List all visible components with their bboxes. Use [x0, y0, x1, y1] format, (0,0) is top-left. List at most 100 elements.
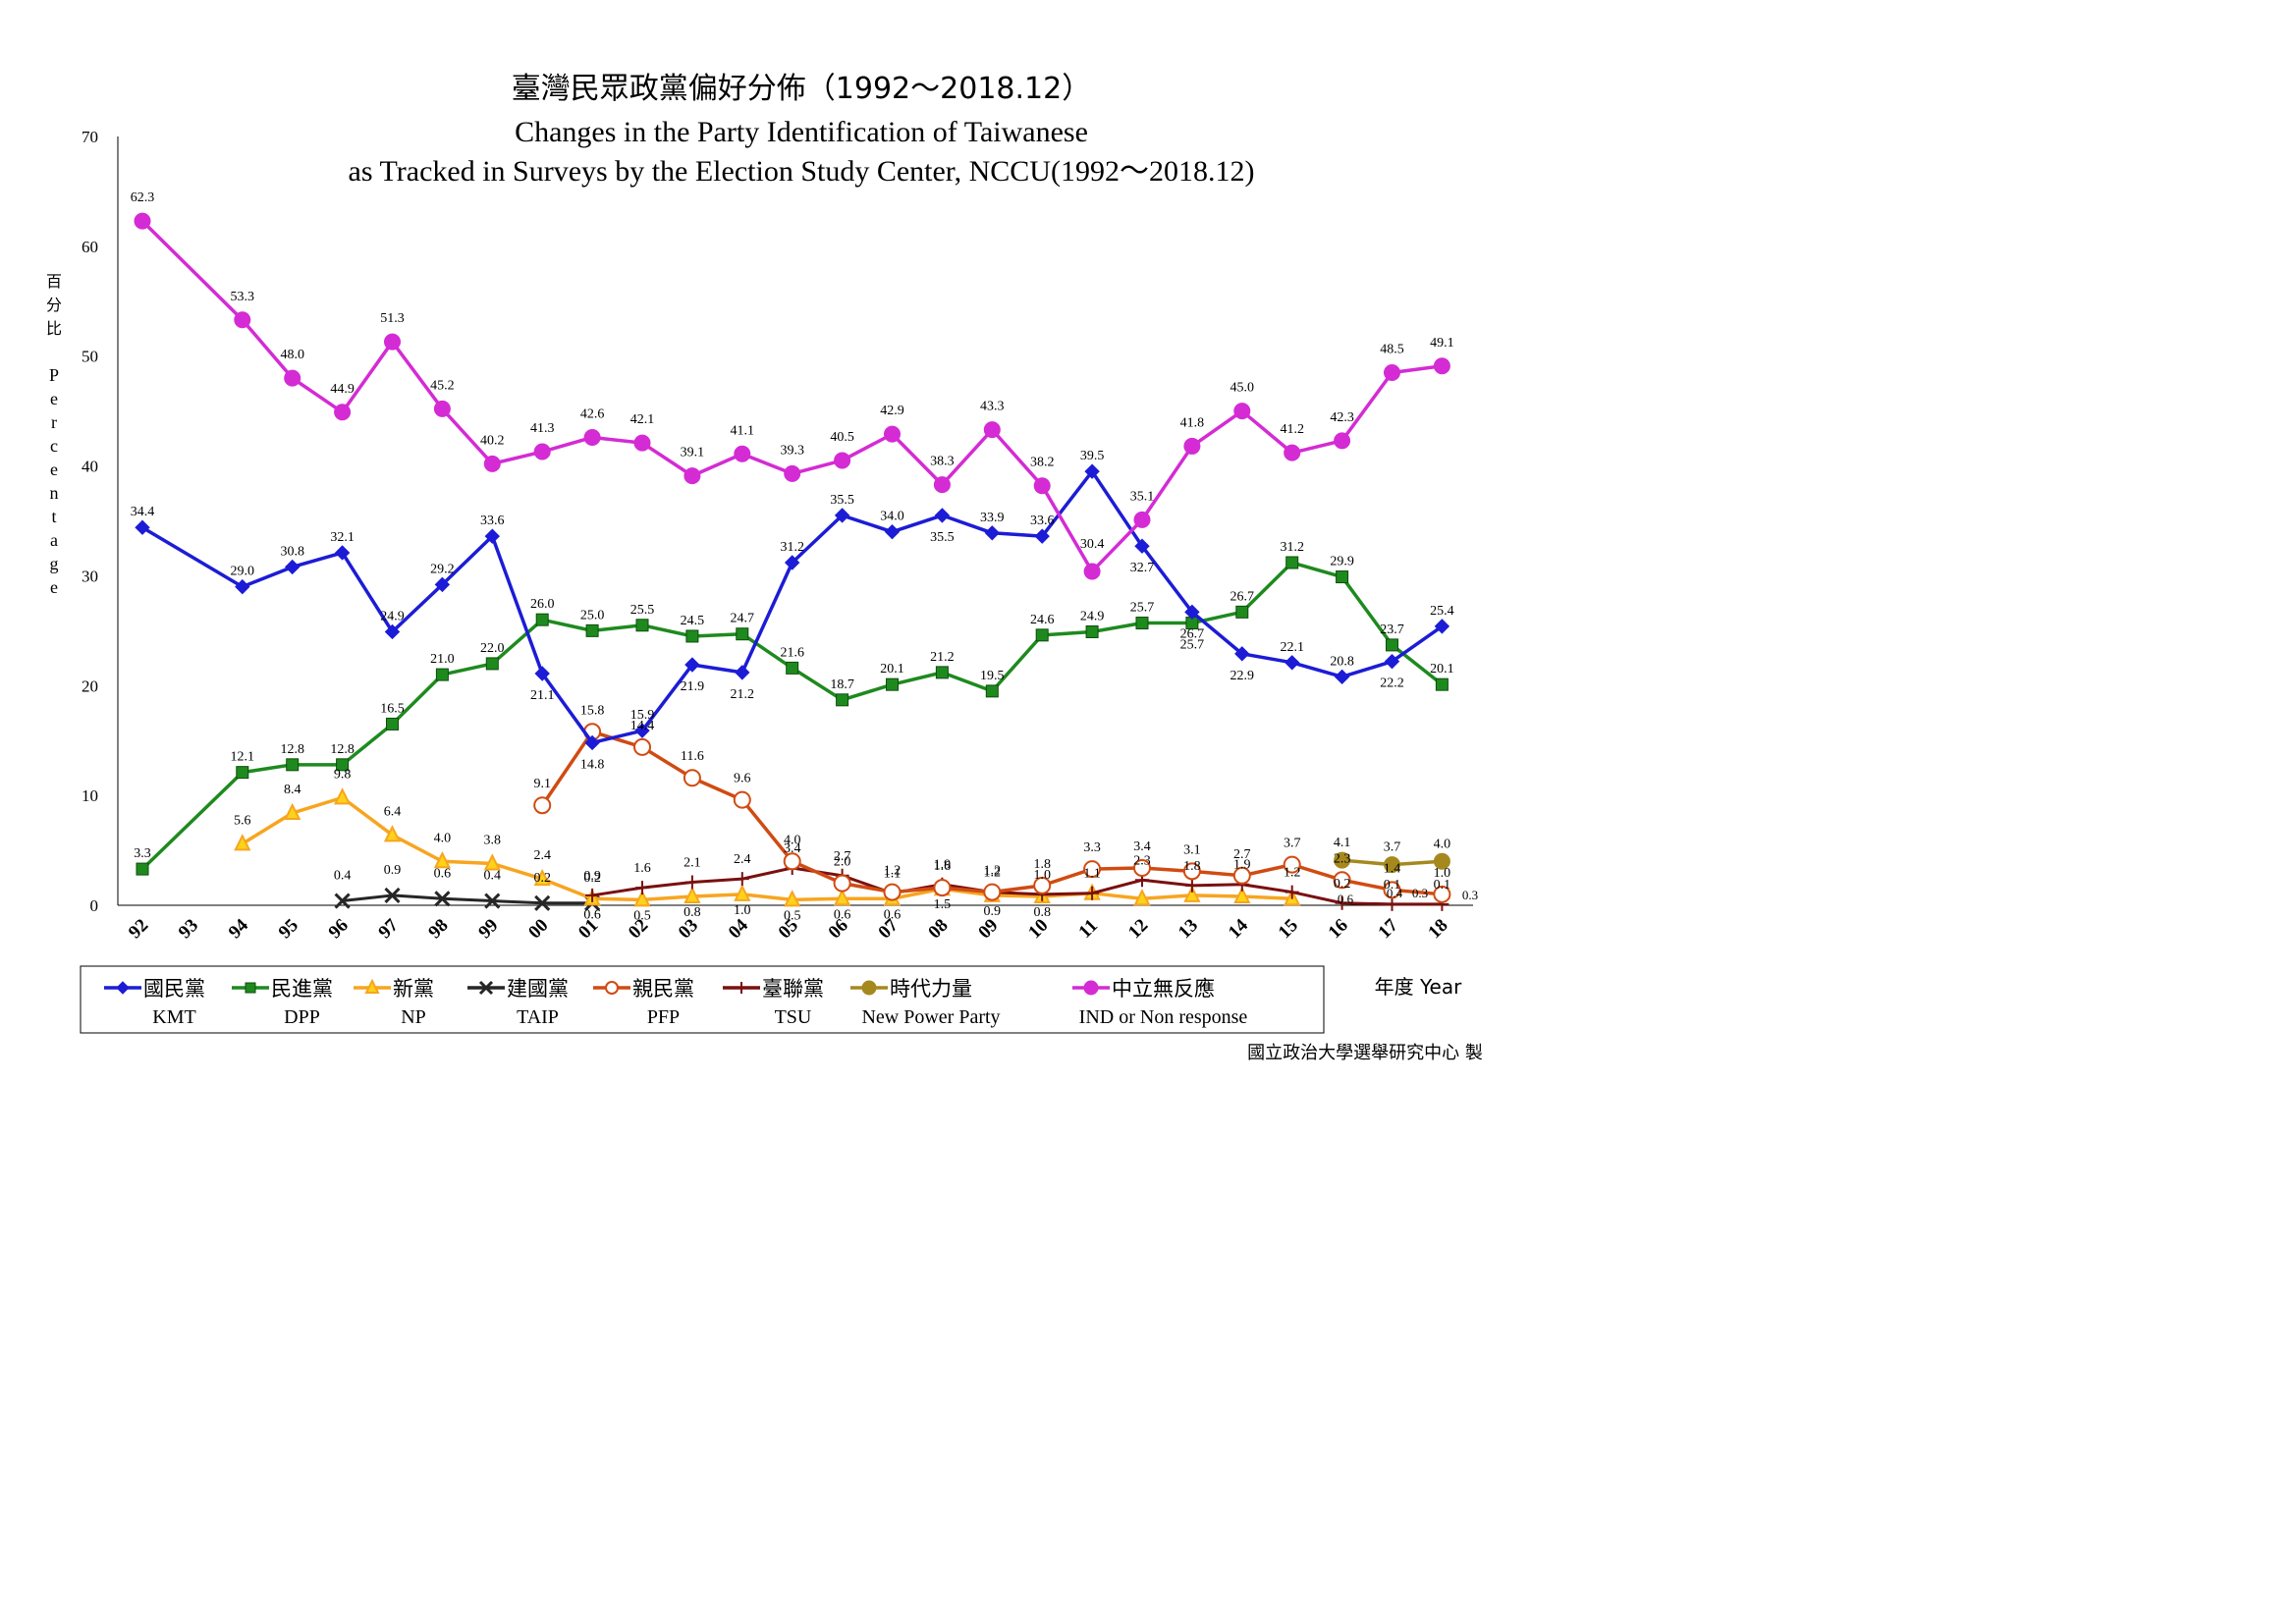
- data-label-dpp: 25.5: [630, 603, 655, 618]
- data-label-dpp: 29.9: [1330, 555, 1354, 569]
- data-point: [836, 693, 849, 707]
- data-label-dpp: 24.6: [1030, 613, 1055, 627]
- data-point: [1083, 980, 1099, 996]
- data-point: [733, 790, 751, 809]
- data-label-tsu: 2.4: [734, 852, 751, 867]
- x-tick-label: 09: [974, 915, 1002, 943]
- data-point: [434, 891, 451, 907]
- data-label-np: 1.0: [734, 903, 751, 918]
- data-point: [1085, 624, 1099, 638]
- data-label-pfp: 1.8: [1033, 857, 1051, 872]
- data-point: [684, 657, 700, 673]
- data-point: [734, 884, 751, 901]
- data-label-kmt: 15.9: [630, 708, 655, 723]
- y-tick-label: 70: [82, 128, 98, 146]
- data-point: [1283, 855, 1301, 874]
- legend-label-en: IND or Non response: [1079, 1006, 1248, 1028]
- data-label-kmt: 35.5: [830, 493, 854, 508]
- data-point: [1333, 871, 1351, 890]
- legend-label-zh: 新黨: [393, 977, 434, 1001]
- data-label-ind: 62.3: [131, 190, 155, 205]
- data-point: [484, 528, 501, 544]
- y-tick-label: 20: [82, 677, 98, 695]
- data-point: [1434, 619, 1450, 634]
- data-point: [334, 404, 352, 421]
- data-label-np: 1.5: [934, 897, 952, 912]
- data-label-kmt: 39.5: [1080, 449, 1105, 463]
- data-label-ind: 45.0: [1230, 381, 1255, 396]
- legend-item-kmt: 國民黨 KMT: [104, 977, 205, 1028]
- data-label-np: 5.6: [234, 813, 251, 828]
- data-label-kmt: 34.4: [131, 505, 155, 519]
- data-label-ind: 30.4: [1080, 537, 1105, 552]
- data-point: [786, 661, 799, 675]
- data-label-kmt: 14.8: [580, 757, 605, 772]
- data-label-tsu: 3.4: [784, 841, 801, 856]
- y-label-char: r: [51, 412, 57, 432]
- data-label-extra: 0.3: [1412, 886, 1428, 900]
- data-label-kmt: 30.8: [280, 544, 304, 559]
- data-point: [235, 578, 250, 595]
- data-point: [633, 737, 651, 756]
- data-label-ind: 43.3: [980, 400, 1005, 414]
- legend-item-tsu: 臺聯黨 TSU: [723, 977, 824, 1028]
- data-point: [234, 311, 251, 329]
- data-point: [585, 888, 600, 902]
- data-point: [983, 883, 1002, 901]
- data-point: [1232, 866, 1251, 885]
- data-point: [1334, 669, 1350, 685]
- y-tick-label: 60: [82, 238, 98, 256]
- data-label-ind: 40.2: [480, 433, 505, 448]
- data-label-ind: 41.1: [731, 423, 755, 438]
- data-label-layer: 62.3 53.3 48.0 44.9 51.3 45.2 40.2 41.3 42.6 42.1…: [131, 190, 1478, 923]
- data-point: [386, 717, 399, 731]
- data-point: [985, 684, 999, 698]
- data-label-kmt: 31.2: [780, 540, 804, 555]
- data-point: [935, 666, 949, 679]
- data-label-kmt: 24.9: [380, 609, 405, 623]
- data-label-kmt: 25.4: [1430, 604, 1454, 619]
- data-label-tsu: 1.2: [984, 866, 1002, 881]
- data-point: [635, 881, 649, 895]
- data-label-extra: 0.4: [1387, 886, 1403, 900]
- legend-item-np: 新黨 NP: [354, 977, 434, 1028]
- y-tick-label: 40: [82, 458, 98, 476]
- legend-label-en: PFP: [647, 1006, 680, 1028]
- data-label-dpp: 24.7: [731, 612, 755, 626]
- data-label-pfp: 1.2: [984, 864, 1002, 879]
- data-label-dpp: 20.1: [880, 662, 904, 677]
- data-label-pfp: 11.6: [681, 749, 704, 764]
- y-label-char: a: [50, 530, 58, 550]
- data-label-pfp: 9.1: [533, 777, 551, 791]
- data-label-dpp: 22.0: [480, 641, 505, 656]
- data-point: [1235, 605, 1249, 619]
- data-label-kmt: 33.6: [1030, 514, 1055, 528]
- data-point: [533, 868, 551, 887]
- data-point: [434, 576, 451, 593]
- data-label-dpp: 24.5: [681, 614, 705, 628]
- y-tick-label: 50: [82, 348, 98, 366]
- data-point: [1134, 538, 1150, 554]
- data-label-taip: 0.4: [334, 869, 352, 884]
- data-label-dpp: 19.5: [980, 669, 1005, 683]
- data-point: [284, 802, 301, 821]
- data-point: [236, 766, 249, 780]
- data-point: [1183, 885, 1201, 902]
- data-label-dpp: 26.0: [530, 597, 555, 612]
- data-point: [1334, 851, 1351, 869]
- x-tick-label: 17: [1374, 915, 1402, 944]
- y-label-char: e: [50, 577, 58, 597]
- series-kmt: [135, 463, 1450, 751]
- data-point: [1433, 885, 1451, 903]
- data-point: [1384, 653, 1400, 670]
- data-label-pfp: 2.7: [1233, 847, 1251, 862]
- data-label-dpp: 25.7: [1180, 638, 1205, 653]
- data-label-pfp: 3.7: [1284, 837, 1301, 851]
- y-label-char: g: [50, 554, 59, 573]
- data-point: [384, 333, 401, 351]
- data-label-tsu: 1.9: [1233, 858, 1251, 873]
- data-label-ind: 39.3: [780, 443, 804, 458]
- data-point: [983, 421, 1001, 439]
- y-tick-label: 10: [82, 786, 98, 805]
